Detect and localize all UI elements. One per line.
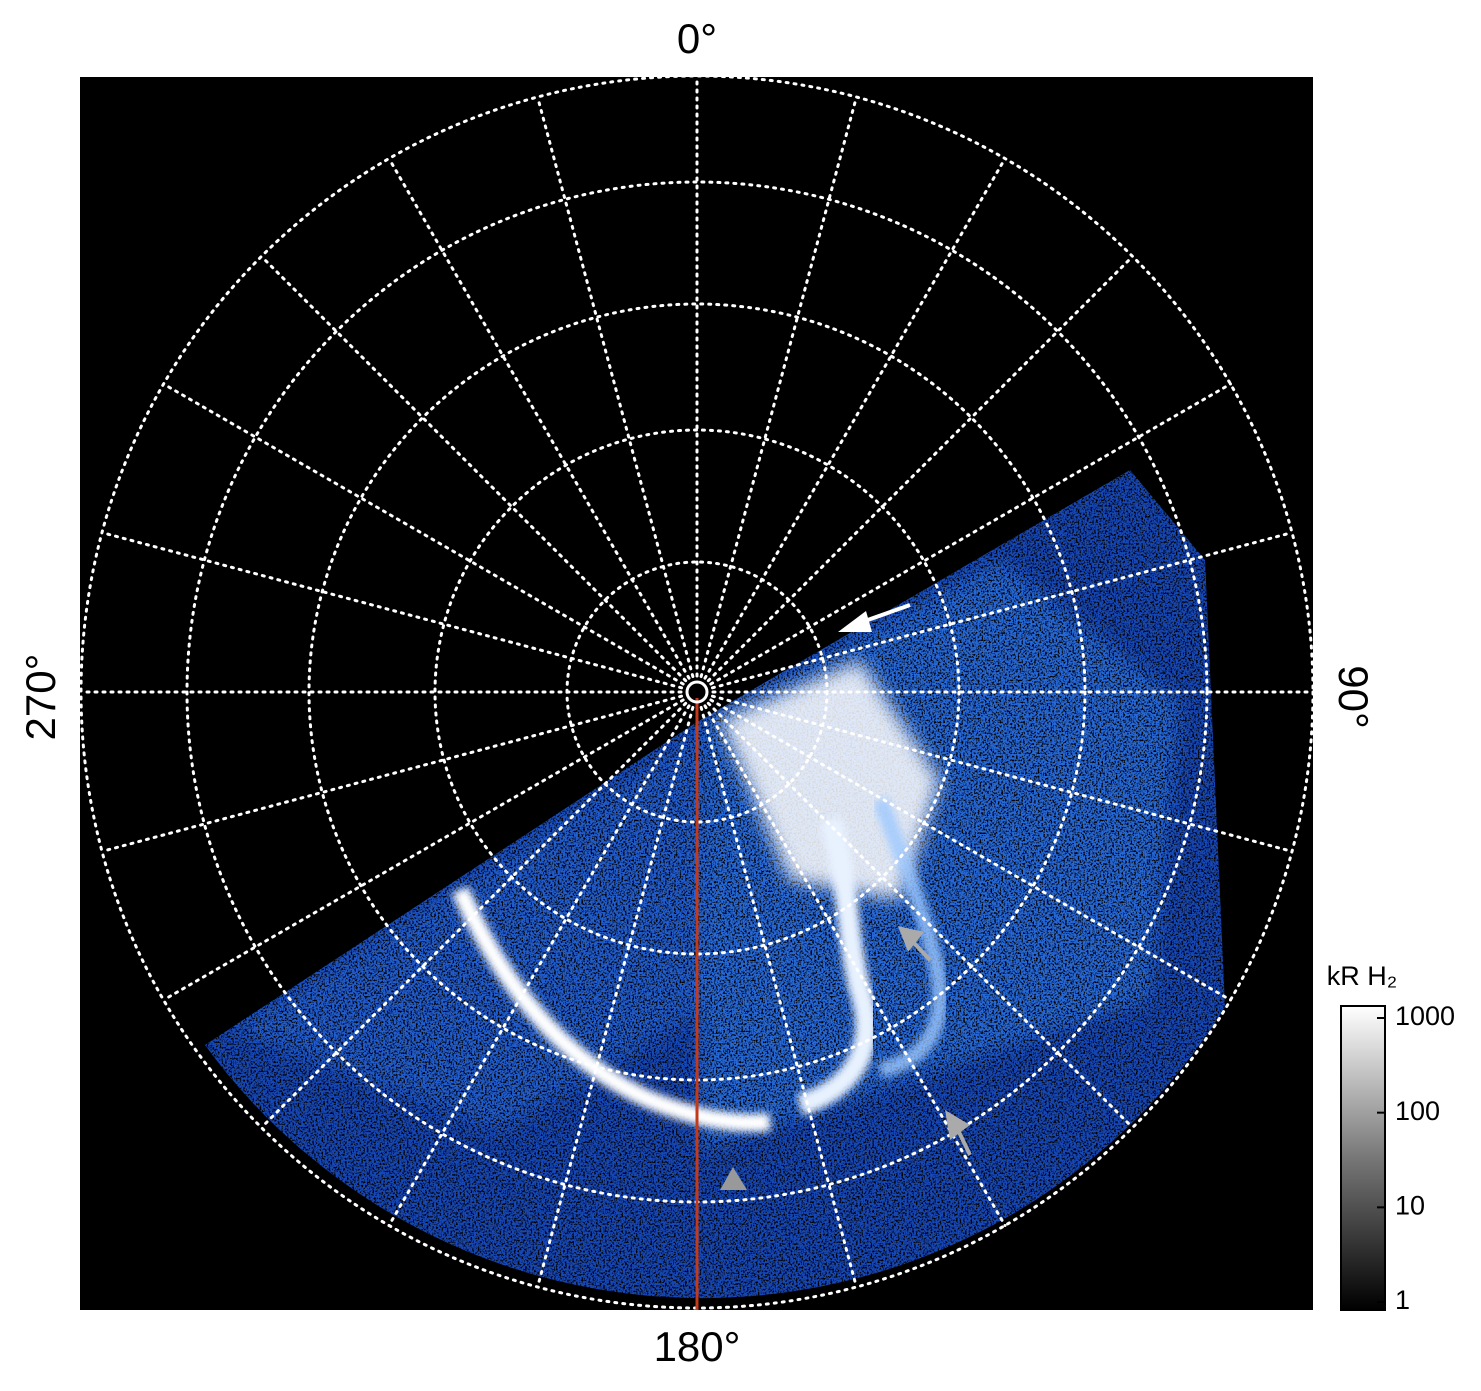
arrow	[720, 1167, 747, 1190]
longitude-label: 180°	[654, 1323, 741, 1370]
colorbar-tick-label: 1	[1395, 1285, 1410, 1315]
arrow	[945, 1110, 970, 1140]
bright-region	[720, 660, 940, 900]
colorbar-title: kR H₂	[1327, 961, 1397, 991]
colorbar-tick-label: 1000	[1395, 1001, 1455, 1031]
longitude-label: 0°	[677, 15, 717, 62]
arrow	[956, 1129, 972, 1156]
main-oval	[451, 886, 771, 1132]
arrow	[838, 611, 872, 632]
main-oval	[796, 816, 878, 1116]
colorbar-ticks: 1 10 100 1000	[1377, 1001, 1455, 1315]
arrow	[861, 603, 911, 624]
longitude-label: 270°	[17, 654, 64, 741]
longitude-label: 90°	[1330, 665, 1377, 729]
secondary-arc	[872, 797, 948, 1078]
colorbar	[1340, 1005, 1386, 1311]
pole-marker	[685, 680, 709, 704]
colorbar-tick-label: 100	[1395, 1096, 1440, 1126]
arrow	[898, 926, 924, 952]
colorbar-tick-label: 10	[1395, 1190, 1425, 1220]
arrows	[720, 603, 972, 1190]
arrow	[911, 940, 932, 962]
